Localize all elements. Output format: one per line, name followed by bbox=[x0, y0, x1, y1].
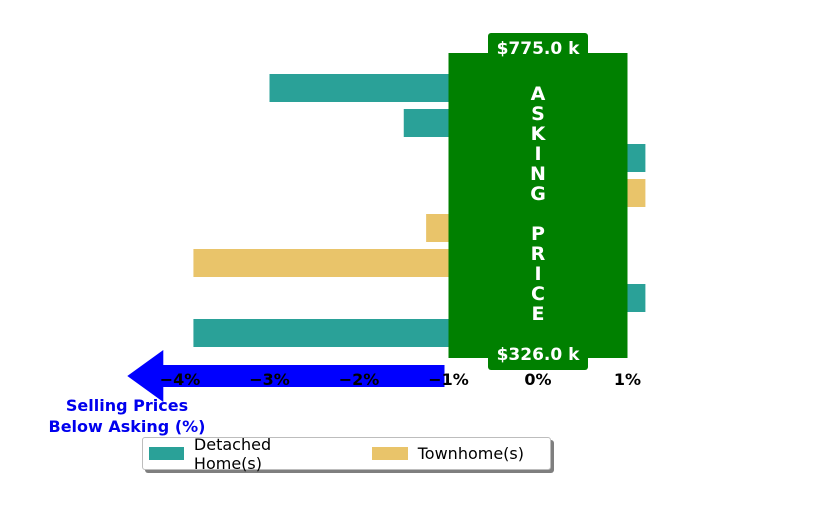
bottom-price-tag bbox=[488, 342, 588, 370]
bottom-price-label: $326.0 k bbox=[497, 345, 581, 365]
asking-price-box bbox=[448, 53, 628, 358]
below-asking-label-line1: Selling Prices bbox=[66, 396, 188, 415]
below-asking-label-line2: Below Asking (%) bbox=[49, 417, 206, 436]
legend-swatch-townhome bbox=[371, 447, 408, 460]
x-tick-label-5: 0% bbox=[524, 370, 551, 389]
asking-letter-11: C bbox=[531, 283, 545, 305]
x-tick-label-2: −3% bbox=[249, 370, 290, 389]
asking-letter-6: G bbox=[530, 183, 546, 205]
asking-letter-1: A bbox=[531, 83, 546, 105]
legend-label-detached: Detached Home(s) bbox=[193, 434, 272, 473]
asking-letter-5: N bbox=[530, 163, 546, 185]
x-axis-ticks: −4% −3% −2% −1% 0% 1% bbox=[160, 370, 641, 389]
x-tick-label-4: −1% bbox=[428, 370, 469, 389]
legend-label-townhome: Townhome(s) bbox=[417, 444, 524, 463]
asking-letter-3: K bbox=[531, 123, 547, 145]
asking-letter-9: R bbox=[531, 243, 546, 265]
asking-letter-12: E bbox=[532, 303, 545, 325]
asking-letter-8: P bbox=[531, 223, 545, 245]
legend-swatch-detached bbox=[149, 447, 184, 460]
asking-letter-10: I bbox=[534, 263, 541, 285]
x-tick-label-6: 1% bbox=[614, 370, 641, 389]
asking-letter-2: S bbox=[531, 103, 545, 125]
legend: Detached Home(s) Townhome(s) bbox=[142, 435, 551, 473]
x-tick-label-1: −4% bbox=[160, 370, 201, 389]
legend-item-detached: Detached Home(s) bbox=[149, 435, 340, 473]
x-tick-label-3: −2% bbox=[339, 370, 380, 389]
below-asking-arrow-layer bbox=[127, 350, 445, 402]
below-asking-arrow bbox=[127, 350, 445, 402]
asking-letter-4: I bbox=[534, 143, 541, 165]
top-price-tag bbox=[488, 33, 588, 61]
top-price-label: $775.0 k bbox=[497, 39, 581, 59]
legend-item-townhome: Townhome(s) bbox=[371, 444, 524, 463]
